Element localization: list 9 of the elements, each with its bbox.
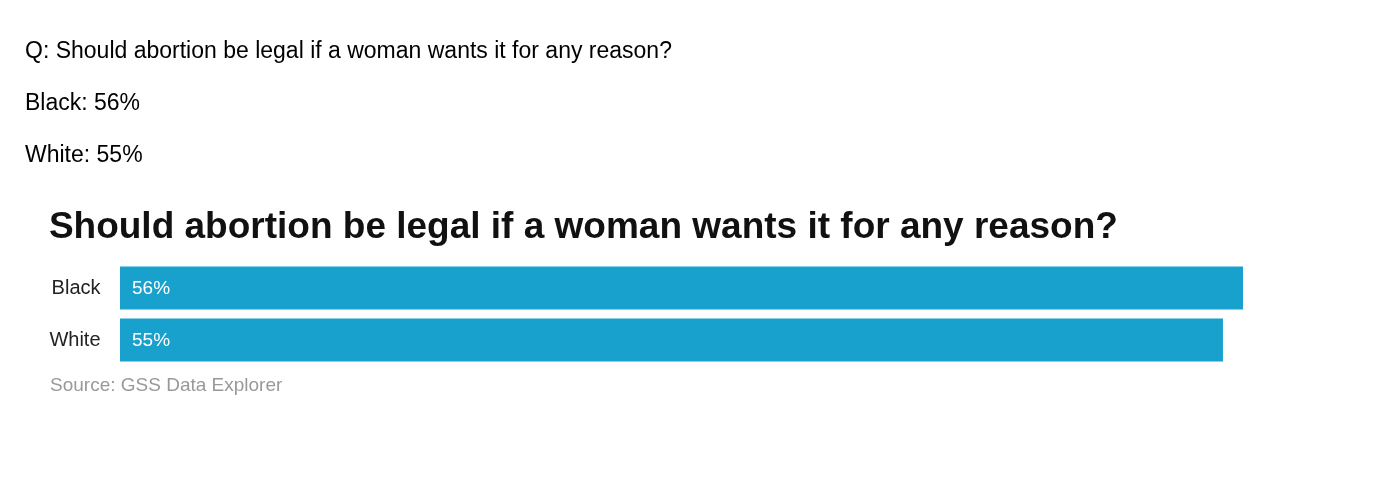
text: Black: 56% (25, 88, 142, 117)
data-label: 55% (132, 328, 171, 350)
y-tick-label: White (49, 327, 101, 350)
data-label: 56% (132, 277, 171, 299)
text: White: 55% (25, 140, 144, 169)
y-tick-label: Black (51, 276, 102, 299)
chart-title: Should abortion be legal if a woman wants it for any reason? (48, 205, 1118, 246)
text: Q: Should abortion be legal if a woman wants it for any reason? (25, 36, 673, 65)
source-note: Source: GSS Data Explorer (50, 374, 284, 396)
